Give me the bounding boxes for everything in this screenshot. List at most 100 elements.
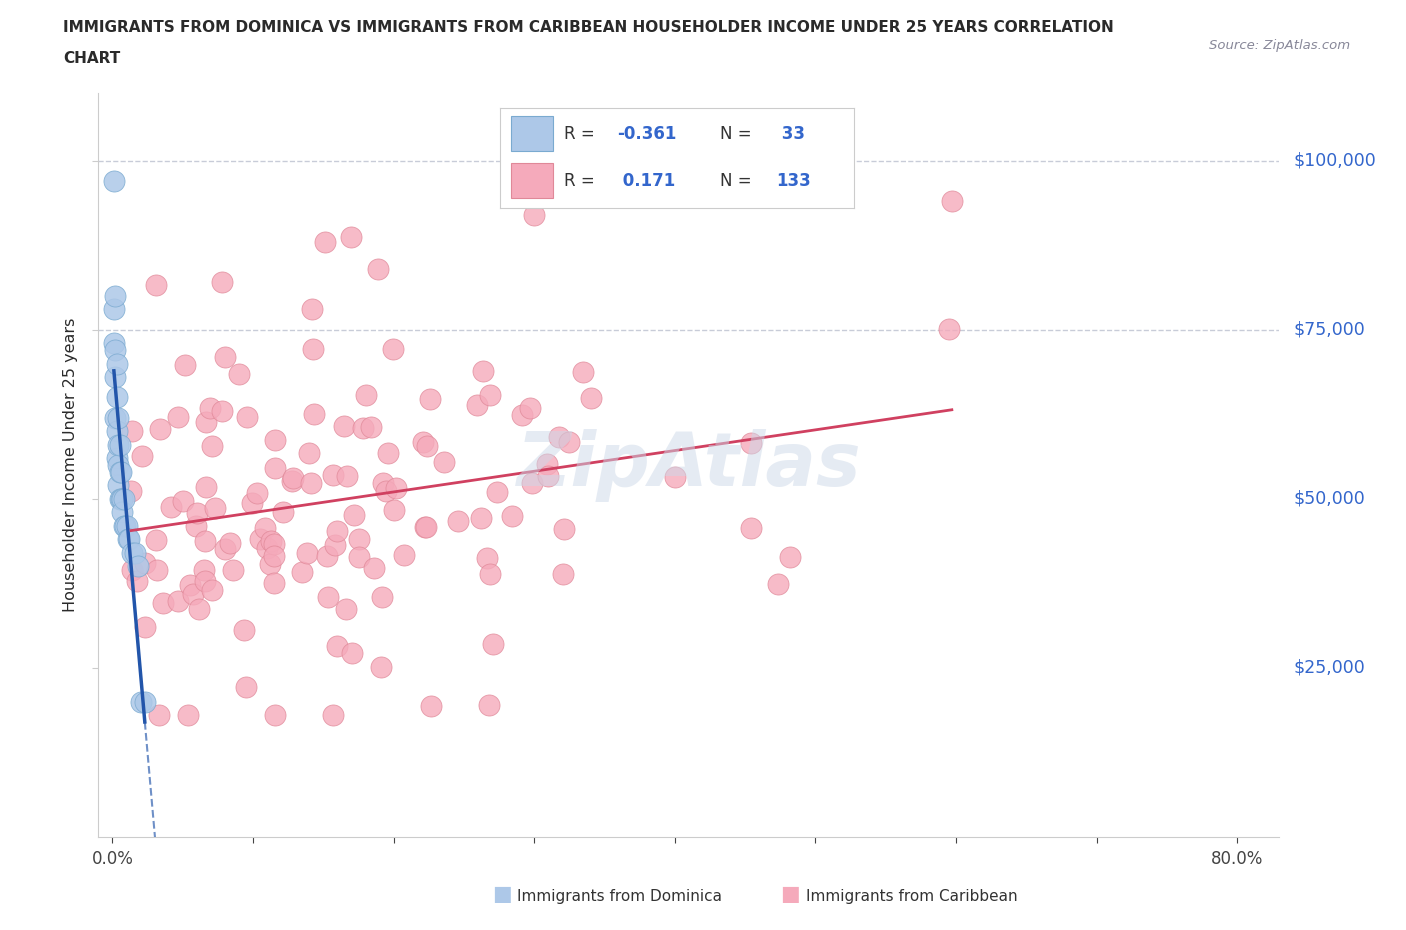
Point — [363, 561, 385, 576]
Point — [184, 519, 207, 534]
Point — [264, 460, 287, 475]
Point — [115, 518, 138, 533]
Point — [148, 708, 170, 723]
Point — [299, 476, 322, 491]
Point — [167, 593, 190, 608]
Point — [384, 481, 406, 496]
Point — [938, 322, 960, 337]
Point — [103, 174, 125, 189]
Point — [211, 404, 233, 418]
Point — [159, 499, 181, 514]
Point — [354, 388, 377, 403]
Point — [200, 438, 222, 453]
Point — [382, 503, 405, 518]
Point — [301, 302, 323, 317]
Point — [108, 437, 131, 452]
Point — [104, 369, 127, 384]
Point — [377, 445, 399, 460]
Point — [245, 485, 267, 500]
Point — [370, 659, 392, 674]
Point — [333, 418, 356, 433]
Point — [347, 550, 370, 565]
Point — [412, 434, 434, 449]
Point — [394, 547, 416, 562]
Point — [352, 421, 374, 436]
Point — [263, 708, 285, 723]
Point — [111, 491, 134, 506]
Point — [195, 414, 218, 429]
Text: Immigrants from Caribbean: Immigrants from Caribbean — [806, 889, 1018, 904]
Point — [108, 491, 131, 506]
Point — [479, 566, 502, 581]
Point — [117, 532, 139, 547]
Point — [298, 445, 321, 460]
Point — [110, 491, 132, 506]
Text: CHART: CHART — [63, 51, 121, 66]
Point — [553, 521, 575, 536]
Point — [193, 563, 215, 578]
Point — [768, 577, 790, 591]
Point — [322, 708, 344, 723]
Point — [367, 261, 389, 276]
Point — [201, 583, 224, 598]
Point — [145, 278, 167, 293]
Text: $100,000: $100,000 — [1294, 152, 1376, 169]
Y-axis label: Householder Income Under 25 years: Householder Income Under 25 years — [63, 318, 77, 612]
Text: ZipAtlas: ZipAtlas — [516, 429, 862, 501]
Point — [194, 574, 217, 589]
Point — [112, 518, 135, 533]
Point — [186, 505, 208, 520]
Point — [152, 596, 174, 611]
Point — [291, 565, 314, 579]
Point — [177, 708, 200, 723]
Point — [416, 438, 439, 453]
Point — [120, 484, 142, 498]
Point — [146, 562, 169, 577]
Point — [124, 546, 146, 561]
Point — [173, 357, 195, 372]
Point — [240, 496, 263, 511]
Point — [188, 601, 211, 616]
Point — [316, 590, 339, 604]
Point — [104, 288, 127, 303]
Point — [336, 469, 359, 484]
Point — [214, 350, 236, 365]
Point — [478, 387, 501, 402]
Text: $50,000: $50,000 — [1294, 490, 1365, 508]
Text: Source: ZipAtlas.com: Source: ZipAtlas.com — [1209, 39, 1350, 52]
Point — [557, 434, 579, 449]
Point — [103, 302, 125, 317]
Point — [149, 422, 172, 437]
Point — [572, 365, 595, 379]
Point — [519, 400, 541, 415]
Point — [522, 475, 544, 490]
Point — [118, 532, 141, 547]
Point — [200, 400, 222, 415]
Point — [172, 494, 194, 509]
Point — [467, 398, 489, 413]
Point — [482, 636, 505, 651]
Point — [104, 342, 127, 357]
Point — [263, 432, 285, 447]
Point — [194, 534, 217, 549]
Point — [375, 484, 398, 498]
Point — [280, 473, 302, 488]
Point — [326, 524, 349, 538]
Point — [263, 549, 285, 564]
Point — [314, 234, 336, 249]
Point — [166, 410, 188, 425]
Point — [304, 406, 326, 421]
Text: $75,000: $75,000 — [1294, 321, 1365, 339]
Point — [108, 464, 131, 479]
Point — [325, 538, 347, 552]
Point — [105, 356, 128, 371]
Text: $25,000: $25,000 — [1294, 659, 1365, 677]
Point — [110, 464, 132, 479]
Point — [537, 469, 560, 484]
Point — [478, 698, 501, 713]
Point — [107, 437, 129, 452]
Point — [194, 480, 217, 495]
Point — [179, 578, 201, 592]
Point — [104, 410, 127, 425]
Point — [134, 695, 156, 710]
